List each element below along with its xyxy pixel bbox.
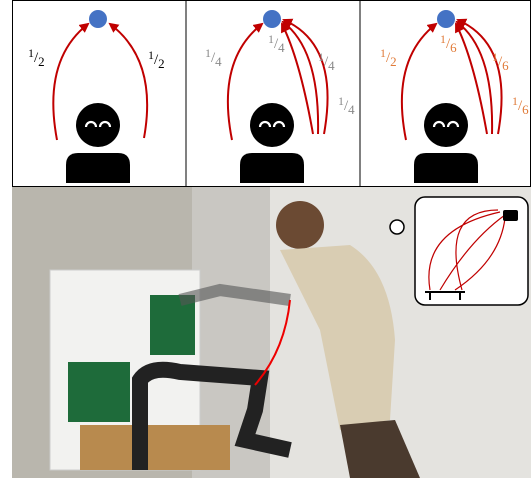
denominator: 6: [450, 40, 457, 55]
arrow: [456, 18, 503, 135]
slash: /: [274, 36, 279, 52]
numerator: 1: [512, 94, 518, 108]
numerator: 1: [338, 94, 344, 108]
denominator: 6: [502, 58, 509, 73]
arrow: [108, 22, 149, 139]
trajectory: [254, 299, 291, 386]
slash: /: [446, 36, 451, 52]
shelf-bin: [68, 362, 130, 422]
denominator: 4: [215, 54, 222, 69]
panel-3: [400, 10, 503, 185]
slash: /: [386, 50, 391, 66]
slash: /: [324, 54, 329, 70]
denominator: 4: [348, 102, 355, 117]
panel-2: [226, 10, 329, 185]
slash: /: [498, 54, 503, 70]
slash: /: [344, 98, 349, 114]
robot-arm: [132, 361, 292, 470]
person-icon: [238, 101, 306, 185]
denominator: 2: [38, 54, 45, 69]
denominator: 2: [158, 56, 165, 71]
numerator: 1: [492, 50, 498, 64]
goal-dot: [437, 10, 455, 28]
goal-dot: [89, 10, 107, 28]
person-icon: [64, 101, 132, 185]
slash: /: [34, 50, 39, 66]
person-icon: [412, 101, 480, 185]
arrow: [52, 22, 90, 141]
fraction-label: 1/2: [28, 46, 45, 69]
denominator: 4: [328, 58, 335, 73]
fraction-label: 1/4: [318, 50, 335, 73]
inset: [414, 196, 529, 306]
arrow: [455, 22, 488, 135]
slash: /: [211, 50, 216, 66]
fraction-label: 1/2: [148, 48, 165, 71]
shelf-bin: [150, 295, 195, 355]
arrow: [226, 22, 264, 141]
arrow: [455, 20, 494, 135]
denominator: 6: [522, 102, 529, 117]
arrow: [281, 22, 314, 135]
denominator: 2: [390, 54, 397, 69]
goal-dot: [263, 10, 281, 28]
person-legs: [340, 420, 420, 478]
numerator: 1: [148, 48, 154, 62]
table: [80, 425, 230, 470]
numerator: 1: [318, 50, 324, 64]
person-body: [280, 245, 395, 430]
panel-1: [52, 10, 149, 185]
slash: /: [518, 98, 523, 114]
fraction-label: 1/6: [440, 32, 457, 55]
denominator: 4: [278, 40, 285, 55]
arrow: [281, 20, 320, 135]
numerator: 1: [28, 46, 34, 60]
numerator: 1: [268, 32, 274, 46]
fraction-label: 1/4: [205, 46, 222, 69]
marker-circle: [389, 219, 405, 235]
fraction-label: 1/6: [492, 50, 509, 73]
inset-cup: [503, 210, 518, 221]
fraction-label: 1/4: [338, 94, 355, 117]
person-head: [276, 201, 324, 249]
numerator: 1: [440, 32, 446, 46]
photo: [12, 187, 531, 478]
numerator: 1: [205, 46, 211, 60]
fraction-label: 1/4: [268, 32, 285, 55]
robot-arm-ghost: [178, 283, 291, 306]
inset-table: [425, 291, 465, 300]
inset-arrows: [428, 209, 506, 291]
arrow: [282, 18, 329, 135]
slash: /: [154, 52, 159, 68]
fraction-label: 1/2: [380, 46, 397, 69]
arrow: [400, 22, 438, 141]
numerator: 1: [380, 46, 386, 60]
fraction-label: 1/6: [512, 94, 529, 117]
